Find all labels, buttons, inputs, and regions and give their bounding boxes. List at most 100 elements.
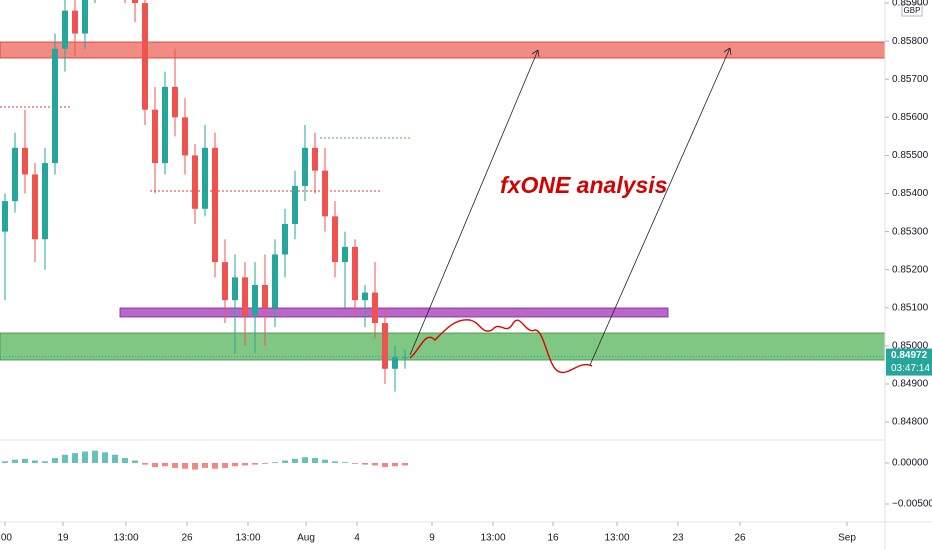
x-tick-label: :00 bbox=[0, 533, 12, 544]
purple-zone bbox=[119, 307, 669, 318]
candle-body bbox=[162, 86, 168, 164]
macd-bar bbox=[192, 462, 198, 470]
macd-bar bbox=[72, 453, 78, 463]
candle-body bbox=[392, 357, 398, 369]
macd-bar bbox=[122, 458, 128, 463]
y-tick-label: 0.85600 bbox=[892, 112, 929, 123]
support-zone bbox=[0, 332, 885, 361]
macd-bar bbox=[132, 460, 138, 463]
y-tick-label: 0.85000 bbox=[892, 341, 929, 352]
macd-pane bbox=[2, 450, 408, 470]
macd-bar bbox=[112, 454, 118, 463]
candle-body bbox=[142, 3, 148, 110]
macd-bar bbox=[252, 462, 258, 465]
currency-box bbox=[901, 3, 923, 17]
macd-bar bbox=[182, 462, 188, 469]
candle-body bbox=[232, 277, 238, 301]
macd-bar bbox=[82, 451, 88, 463]
candle-body bbox=[352, 246, 358, 301]
macd-bar bbox=[272, 462, 278, 463]
x-tick-label: 23 bbox=[672, 533, 684, 544]
candle-body bbox=[362, 292, 368, 301]
main-pane: fxONE analysis bbox=[0, 0, 885, 392]
macd-bar bbox=[402, 462, 408, 466]
candle-body bbox=[62, 10, 68, 49]
last-price-box bbox=[886, 348, 932, 376]
y-tick-label: −0.00500 bbox=[892, 499, 932, 510]
macd-bar bbox=[312, 458, 318, 463]
candle-body bbox=[262, 284, 268, 308]
candle-body bbox=[212, 147, 218, 263]
macd-bar bbox=[222, 462, 228, 468]
candle-body bbox=[302, 147, 308, 186]
arrow bbox=[589, 47, 731, 366]
macd-bar bbox=[292, 458, 298, 463]
x-tick-label: 16 bbox=[547, 533, 559, 544]
candle-body bbox=[72, 10, 78, 34]
macd-bar bbox=[62, 454, 68, 463]
macd-bar bbox=[202, 462, 208, 468]
macd-bar bbox=[362, 462, 368, 465]
candle-body bbox=[342, 246, 348, 263]
x-tick-label: Aug bbox=[297, 533, 315, 544]
arrow bbox=[409, 49, 539, 356]
candle-body bbox=[42, 163, 48, 240]
candle-body bbox=[402, 357, 408, 359]
candle-body bbox=[242, 277, 248, 316]
macd-bar bbox=[382, 462, 388, 468]
macd-bar bbox=[262, 462, 268, 464]
candle-body bbox=[152, 109, 158, 164]
x-tick-label: 26 bbox=[734, 533, 746, 544]
resistance-zone bbox=[0, 41, 885, 59]
macd-bar bbox=[92, 450, 98, 463]
macd-bar bbox=[332, 461, 338, 463]
x-tick-label: 13:00 bbox=[480, 533, 505, 544]
candle-body bbox=[22, 147, 28, 175]
x-tick-label: 13:00 bbox=[113, 533, 138, 544]
x-tick-label: 13:00 bbox=[604, 533, 629, 544]
macd-bar bbox=[142, 462, 148, 465]
y-tick-label: 0.85300 bbox=[892, 226, 929, 237]
macd-bar bbox=[242, 462, 248, 466]
y-tick-label: 0.84900 bbox=[892, 379, 929, 390]
macd-bar bbox=[302, 457, 308, 463]
x-tick-label: 26 bbox=[181, 533, 193, 544]
macd-bar bbox=[152, 462, 158, 468]
y-tick-label: 0.85800 bbox=[892, 36, 929, 47]
macd-bar bbox=[392, 462, 398, 467]
x-tick-label: 19 bbox=[57, 533, 69, 544]
x-tick-label: Sep bbox=[838, 533, 856, 544]
candle-body bbox=[372, 292, 378, 324]
candle-body bbox=[282, 224, 288, 255]
projection-path bbox=[409, 319, 593, 374]
candle-body bbox=[172, 86, 178, 118]
candle-body bbox=[12, 147, 18, 202]
arrow-head bbox=[723, 47, 732, 56]
candle-body bbox=[192, 155, 198, 209]
macd-bar bbox=[232, 462, 238, 467]
macd-bar bbox=[342, 462, 348, 463]
macd-bar bbox=[372, 462, 378, 466]
currency: GBP bbox=[904, 6, 921, 15]
x-tick-label: 13:00 bbox=[235, 533, 260, 544]
macd-bar bbox=[42, 461, 48, 463]
candle-body bbox=[82, 0, 88, 34]
candle-body bbox=[2, 201, 8, 232]
y-tick-label: 0.00000 bbox=[892, 458, 929, 469]
candle-body bbox=[52, 48, 58, 164]
macd-bar bbox=[212, 462, 218, 469]
y-tick-label: 0.85900 bbox=[892, 0, 929, 9]
macd-bar bbox=[282, 460, 288, 463]
y-tick-label: 0.85500 bbox=[892, 150, 929, 161]
macd-bar bbox=[22, 458, 28, 463]
y-tick-label: 0.85200 bbox=[892, 264, 929, 275]
candle-body bbox=[272, 254, 278, 308]
y-tick-label: 0.85400 bbox=[892, 188, 929, 199]
x-tick-label: 9 bbox=[429, 533, 435, 544]
last-price-label: 0.84972 bbox=[891, 350, 928, 361]
macd-bar bbox=[162, 462, 168, 467]
macd-bar bbox=[32, 460, 38, 463]
macd-bar bbox=[322, 459, 328, 463]
candle-body bbox=[382, 323, 388, 369]
